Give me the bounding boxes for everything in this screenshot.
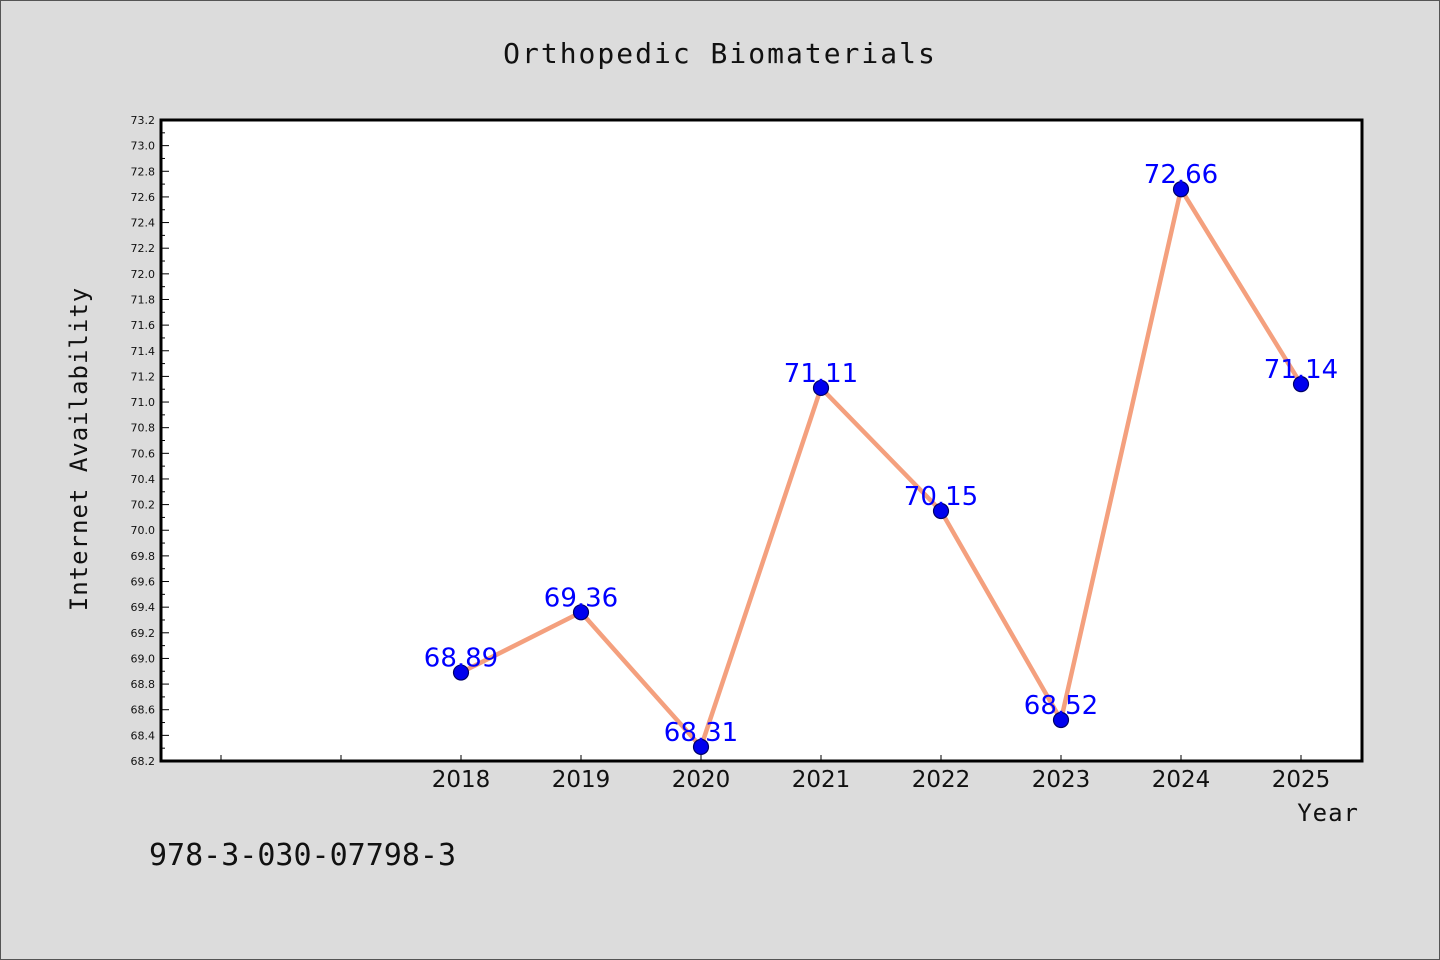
data-label: 70.15	[904, 482, 978, 512]
data-point-marker	[572, 604, 590, 621]
series-line-group	[458, 186, 1304, 750]
y-tick-label: 69.6	[131, 576, 156, 589]
data-label: 68.31	[664, 718, 738, 748]
y-tick-label: 70.6	[131, 447, 156, 460]
y-tick-label: 72.4	[131, 217, 156, 230]
data-point-marker	[452, 664, 470, 681]
data-point-marker	[692, 738, 710, 755]
y-tick-label: 70.8	[131, 422, 156, 435]
y-tick-label: 68.6	[131, 704, 156, 717]
x-tick-label: 2019	[552, 767, 611, 793]
y-tick-label: 69.4	[131, 601, 156, 614]
data-point-marker	[1052, 711, 1070, 729]
x-tick-label: 2022	[912, 767, 971, 793]
y-tick-label: 73.2	[131, 114, 156, 127]
y-tick-label: 72.2	[131, 242, 156, 255]
x-axis-ticks: 2018 2019 2020 2021 2022 2023 2024 2025	[220, 755, 1331, 793]
y-tick-label: 71.0	[131, 396, 156, 409]
data-point-marker	[812, 379, 830, 397]
chart-title: Orthopedic Biomaterials	[503, 37, 937, 70]
y-tick-label: 71.6	[131, 319, 156, 332]
x-axis-label: Year	[1297, 799, 1359, 827]
data-points	[452, 181, 1310, 755]
y-tick-label: 70.4	[131, 473, 156, 486]
y-tick-label: 73.0	[131, 140, 156, 153]
x-tick-label: 2021	[792, 767, 851, 793]
y-tick-label: 69.8	[131, 550, 156, 563]
plot-frame	[159, 118, 1364, 763]
x-tick-label: 2023	[1032, 767, 1091, 793]
y-tick-label: 71.2	[131, 370, 156, 383]
isbn-caption: 978-3-030-07798-3	[149, 838, 456, 873]
data-point-marker	[1292, 375, 1310, 393]
y-tick-label: 68.4	[131, 729, 156, 742]
data-point-marker	[1172, 181, 1190, 198]
y-tick-label: 69.2	[131, 627, 156, 640]
x-tick-label: 2025	[1272, 767, 1331, 793]
y-tick-label: 71.4	[131, 345, 156, 358]
y-tick-label: 70.2	[131, 499, 156, 512]
y-tick-label: 71.8	[131, 293, 156, 306]
data-label: 71.11	[784, 359, 858, 389]
x-tick-label: 2024	[1152, 767, 1211, 793]
y-tick-label: 72.8	[131, 165, 156, 178]
x-tick-label: 2020	[672, 767, 731, 793]
data-label: 68.89	[424, 644, 498, 674]
data-labels: 68.89 69.36 68.31 71.11 70.15 68.52 72.66 71.14	[424, 160, 1338, 748]
y-tick-label: 68.2	[131, 755, 156, 768]
data-point-marker	[932, 502, 950, 520]
y-tick-label: 68.8	[131, 678, 156, 691]
x-tick-label: 2018	[432, 767, 491, 793]
y-tick-label: 70.0	[131, 524, 156, 537]
series-line	[458, 186, 1304, 750]
y-tick-label: 72.6	[131, 191, 156, 204]
y-tick-label: 69.0	[131, 652, 156, 665]
data-label: 72.66	[1144, 160, 1218, 190]
y-tick-label: 72.0	[131, 268, 156, 281]
data-label: 69.36	[544, 583, 618, 613]
data-label: 68.52	[1024, 691, 1098, 721]
y-axis-ticks: 68.2 68.4 68.6 68.8 69.0 69.2 69.4 69.6 69.8 70.0…	[131, 114, 169, 768]
data-label: 71.14	[1264, 355, 1338, 385]
plot-area	[161, 120, 1362, 761]
y-axis-label: Internet Availability	[65, 287, 93, 611]
